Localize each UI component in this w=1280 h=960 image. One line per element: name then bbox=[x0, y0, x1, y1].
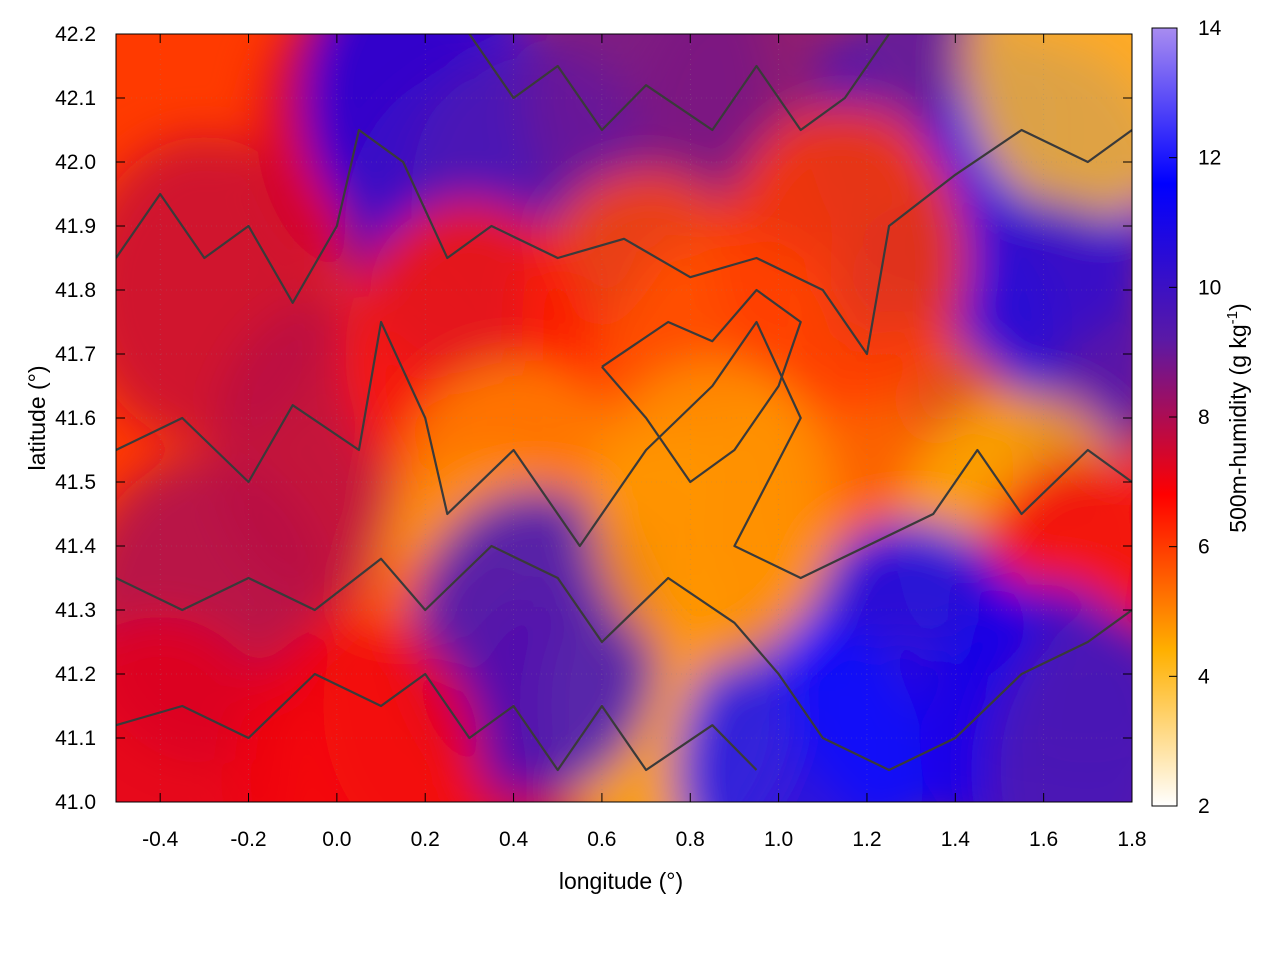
y-axis-title: latitude (°) bbox=[24, 365, 50, 470]
x-tick-label: 0.8 bbox=[676, 828, 705, 851]
x-tick-label: 1.0 bbox=[764, 828, 793, 851]
x-tick-label: 1.8 bbox=[1117, 828, 1146, 851]
contour-line bbox=[116, 672, 758, 772]
y-tick-label: 41.7 bbox=[55, 343, 96, 366]
contour-line bbox=[116, 320, 1132, 580]
contour-line bbox=[601, 288, 802, 484]
x-axis-title: longitude (°) bbox=[559, 868, 683, 894]
humidity-contours bbox=[116, 34, 1132, 772]
colorbar-tick-label: 4 bbox=[1198, 665, 1210, 688]
colorbar-tick-label: 12 bbox=[1198, 147, 1221, 170]
colorbar-title-end: ) bbox=[1225, 303, 1251, 311]
plot-area bbox=[116, 34, 1132, 802]
x-axis-ticks: -0.4 -0.2 0.0 0.2 0.4 0.6 0.8 1.0 1.2 1.4 1.6 1.8 bbox=[142, 34, 1147, 851]
y-tick-label: 42.1 bbox=[55, 87, 96, 110]
x-tick-label: 0.6 bbox=[587, 828, 616, 851]
humidity-field-cell bbox=[963, 34, 1132, 220]
humidity-field-cell bbox=[985, 616, 1132, 802]
x-tick-label: -0.2 bbox=[230, 828, 266, 851]
x-tick-label: -0.4 bbox=[142, 828, 179, 851]
y-tick-label: 42.0 bbox=[55, 151, 96, 174]
colorbar-title-superscript: -1 bbox=[1224, 311, 1241, 324]
y-tick-label: 41.6 bbox=[55, 407, 96, 430]
contour-line bbox=[468, 34, 890, 132]
y-tick-label: 42.2 bbox=[55, 23, 96, 46]
colorbar-tick-label: 8 bbox=[1198, 406, 1210, 429]
colorbar-ticks: 2 4 6 8 10 12 14 bbox=[1169, 17, 1222, 818]
colorbar-tick-label: 2 bbox=[1198, 795, 1210, 818]
y-tick-label: 41.5 bbox=[55, 471, 96, 494]
y-tick-label: 41.4 bbox=[55, 535, 96, 558]
x-tick-label: 1.6 bbox=[1029, 828, 1058, 851]
colorbar-title-main: 500m-humidity (g kg bbox=[1225, 324, 1251, 532]
x-tick-label: 0.2 bbox=[411, 828, 440, 851]
contour-line bbox=[116, 128, 1132, 356]
y-tick-label: 41.3 bbox=[55, 599, 96, 622]
x-tick-label: 0.4 bbox=[499, 828, 529, 851]
y-tick-label: 41.0 bbox=[55, 791, 96, 814]
y-axis-ticks: 41.0 41.1 41.2 41.3 41.4 41.5 41.6 41.7 41.8 41.9… bbox=[55, 23, 1132, 814]
y-tick-label: 41.2 bbox=[55, 663, 96, 686]
x-tick-label: 1.4 bbox=[941, 828, 971, 851]
humidity-field bbox=[116, 34, 1132, 802]
y-tick-label: 41.9 bbox=[55, 215, 96, 238]
humidity-field-cell bbox=[720, 104, 970, 412]
humidity-field-cell bbox=[588, 360, 837, 668]
x-tick-label: 1.2 bbox=[852, 828, 881, 851]
humidity-field-cell bbox=[234, 616, 484, 802]
contour-line bbox=[116, 544, 1132, 772]
colorbar-tick-label: 14 bbox=[1198, 17, 1222, 40]
y-tick-label: 41.8 bbox=[55, 279, 96, 302]
x-tick-label: 0.0 bbox=[322, 828, 351, 851]
colorbar-title: 500m-humidity (g kg-1) bbox=[1224, 303, 1251, 532]
y-tick-label: 41.1 bbox=[55, 727, 96, 750]
colorbar-tick-label: 10 bbox=[1198, 276, 1221, 299]
colorbar-tick-label: 6 bbox=[1198, 536, 1210, 559]
